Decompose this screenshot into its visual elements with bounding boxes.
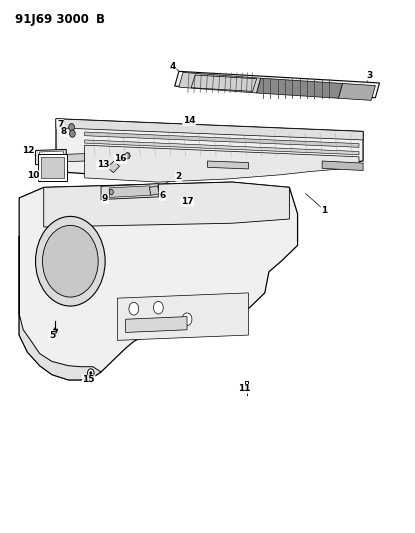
- Polygon shape: [19, 182, 298, 380]
- Text: 17: 17: [181, 197, 193, 206]
- Circle shape: [129, 302, 139, 315]
- Circle shape: [69, 124, 74, 131]
- Polygon shape: [208, 161, 249, 169]
- Text: 9: 9: [102, 195, 108, 204]
- Text: 14: 14: [183, 116, 195, 125]
- Circle shape: [109, 190, 113, 195]
- Circle shape: [154, 301, 163, 314]
- Text: 7: 7: [57, 119, 63, 128]
- Polygon shape: [256, 78, 343, 98]
- Polygon shape: [101, 184, 159, 199]
- Text: 15: 15: [83, 375, 95, 384]
- Polygon shape: [109, 186, 150, 197]
- Polygon shape: [85, 132, 359, 147]
- Polygon shape: [107, 161, 120, 173]
- Polygon shape: [19, 236, 101, 380]
- Polygon shape: [126, 317, 187, 333]
- Polygon shape: [85, 140, 359, 155]
- Polygon shape: [56, 119, 363, 179]
- Bar: [41, 157, 64, 178]
- Text: 13: 13: [97, 160, 109, 169]
- Text: 16: 16: [115, 155, 127, 164]
- Circle shape: [90, 372, 92, 375]
- Text: 12: 12: [22, 146, 34, 155]
- Polygon shape: [149, 186, 159, 195]
- Circle shape: [125, 152, 130, 159]
- Polygon shape: [117, 293, 249, 341]
- Polygon shape: [339, 84, 376, 100]
- Text: 6: 6: [159, 191, 166, 200]
- Polygon shape: [85, 145, 359, 182]
- Polygon shape: [175, 71, 379, 98]
- Text: 11: 11: [238, 384, 251, 393]
- Bar: [38, 154, 67, 181]
- Polygon shape: [179, 72, 261, 93]
- Polygon shape: [36, 149, 66, 165]
- Text: 5: 5: [49, 330, 55, 340]
- Text: 91J69 3000: 91J69 3000: [15, 13, 93, 26]
- Polygon shape: [56, 119, 363, 140]
- Circle shape: [42, 225, 98, 297]
- Circle shape: [70, 130, 75, 138]
- Polygon shape: [39, 151, 63, 163]
- Circle shape: [36, 216, 105, 306]
- Text: 1: 1: [321, 206, 327, 215]
- Polygon shape: [44, 182, 289, 227]
- Text: 3: 3: [366, 71, 372, 80]
- Text: 2: 2: [176, 172, 182, 181]
- Circle shape: [182, 313, 192, 326]
- Text: 10: 10: [27, 171, 40, 180]
- Polygon shape: [322, 161, 363, 171]
- Polygon shape: [245, 382, 249, 389]
- Text: 4: 4: [169, 62, 176, 70]
- Circle shape: [88, 369, 94, 377]
- Polygon shape: [56, 154, 85, 162]
- Text: 8: 8: [60, 127, 66, 136]
- Text: B: B: [96, 13, 105, 26]
